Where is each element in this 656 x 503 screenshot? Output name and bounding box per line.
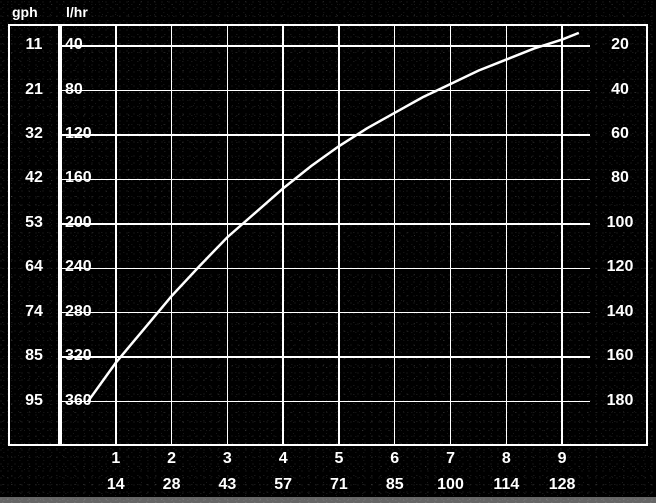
y-left-label: 53 bbox=[16, 214, 52, 232]
x-axis1-label: 4 bbox=[268, 450, 298, 468]
y-left-label: 11 bbox=[16, 36, 52, 54]
x-axis2-label: 71 bbox=[319, 476, 359, 494]
curve bbox=[0, 0, 656, 503]
x-axis1-label: 2 bbox=[157, 450, 187, 468]
x-axis1-label: 8 bbox=[491, 450, 521, 468]
x-axis2-label: 14 bbox=[96, 476, 136, 494]
y-left2-label: 160 bbox=[65, 169, 115, 187]
y-right-label: 140 bbox=[598, 303, 642, 321]
x-axis2-label: 85 bbox=[375, 476, 415, 494]
x-axis1-label: 5 bbox=[324, 450, 354, 468]
bottom-scan-bar bbox=[0, 497, 656, 503]
y-left-label: 21 bbox=[16, 81, 52, 99]
y-right-label: 160 bbox=[598, 347, 642, 365]
y-right-label: 40 bbox=[598, 81, 642, 99]
y-left2-label: 80 bbox=[65, 81, 115, 99]
x-axis2-label: 114 bbox=[486, 476, 526, 494]
y-right-label: 180 bbox=[598, 392, 642, 410]
y-right-label: 20 bbox=[598, 36, 642, 54]
y-left2-label: 200 bbox=[65, 214, 115, 232]
y-right-label: 60 bbox=[598, 125, 642, 143]
y-left-label: 64 bbox=[16, 258, 52, 276]
x-axis1-label: 3 bbox=[212, 450, 242, 468]
y-left2-label: 40 bbox=[65, 36, 115, 54]
y-right-label: 80 bbox=[598, 169, 642, 187]
y-left-label: 85 bbox=[16, 347, 52, 365]
y-left-label: 74 bbox=[16, 303, 52, 321]
y-right-label: 120 bbox=[598, 258, 642, 276]
x-axis1-label: 9 bbox=[547, 450, 577, 468]
y-left2-label: 240 bbox=[65, 258, 115, 276]
x-axis2-label: 100 bbox=[431, 476, 471, 494]
x-axis2-label: 128 bbox=[542, 476, 582, 494]
x-axis2-label: 28 bbox=[152, 476, 192, 494]
y-left2-label: 120 bbox=[65, 125, 115, 143]
x-axis2-label: 43 bbox=[207, 476, 247, 494]
x-axis1-label: 6 bbox=[380, 450, 410, 468]
y-left-label: 42 bbox=[16, 169, 52, 187]
y-left-label: 32 bbox=[16, 125, 52, 143]
y-left2-label: 320 bbox=[65, 347, 115, 365]
y-left2-label: 280 bbox=[65, 303, 115, 321]
y-right-label: 100 bbox=[598, 214, 642, 232]
x-axis1-label: 7 bbox=[436, 450, 466, 468]
x-axis2-label: 57 bbox=[263, 476, 303, 494]
y-left-label: 95 bbox=[16, 392, 52, 410]
y-left2-label: 360 bbox=[65, 392, 115, 410]
x-axis1-label: 1 bbox=[101, 450, 131, 468]
